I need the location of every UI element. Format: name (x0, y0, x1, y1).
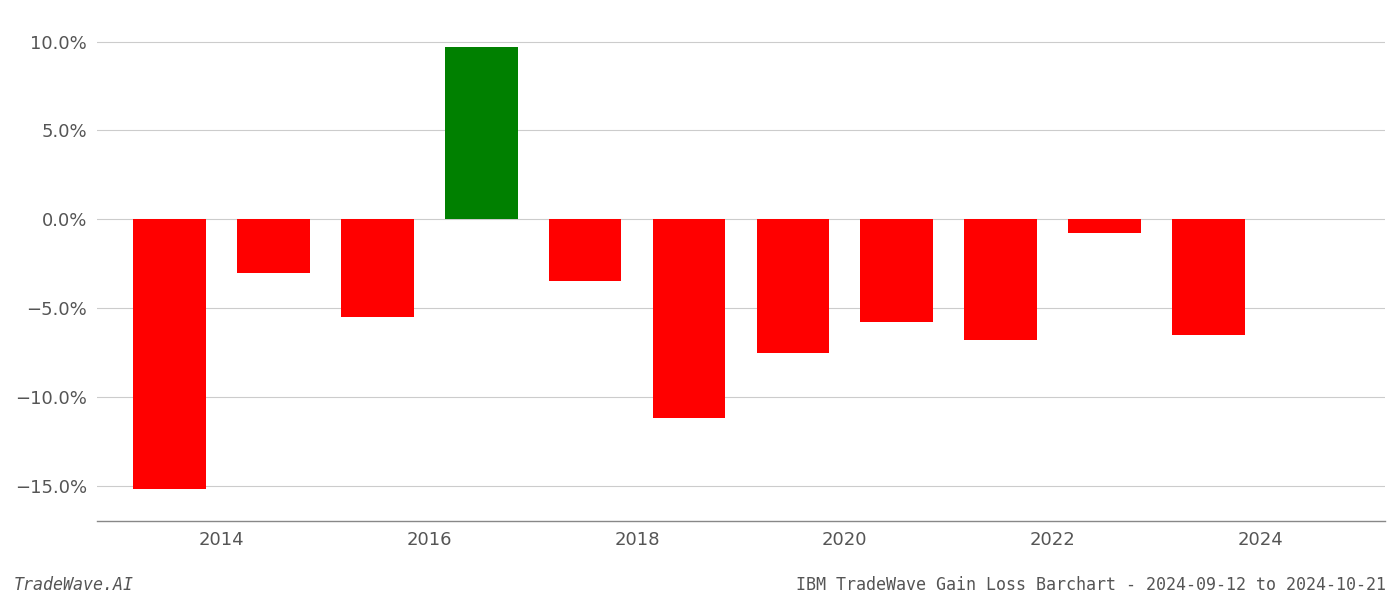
Bar (445, 47, 518, 219)
Bar (652, 219, 725, 418)
Bar (342, 219, 413, 317)
Bar (237, 219, 309, 272)
Bar (549, 219, 622, 281)
Bar (965, 219, 1037, 340)
Bar (1172, 219, 1245, 335)
Bar (1068, 219, 1141, 233)
Text: TradeWave.AI: TradeWave.AI (14, 576, 134, 594)
Text: IBM TradeWave Gain Loss Barchart - 2024-09-12 to 2024-10-21: IBM TradeWave Gain Loss Barchart - 2024-… (797, 576, 1386, 594)
Bar (133, 219, 206, 490)
Bar (861, 219, 934, 322)
Bar (756, 219, 829, 353)
